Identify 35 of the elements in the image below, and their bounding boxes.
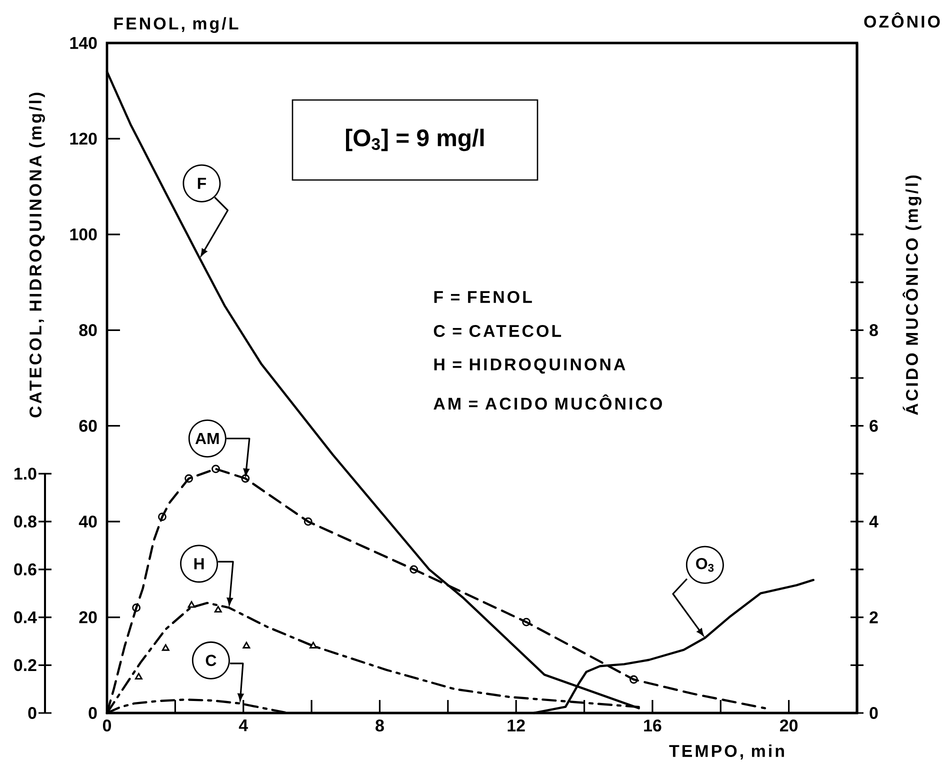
y2-tick-label: 4 (869, 516, 878, 528)
y-axis-title: FENOL, mg/L (114, 17, 238, 33)
y3-tick-label: 0.8 (14, 516, 36, 528)
x-tick-label: 0 (102, 720, 112, 732)
x-tick-label: 12 (508, 720, 525, 732)
y-tick-label: 80 (79, 324, 97, 336)
y2-tick-label: 8 (870, 324, 878, 336)
x-tick-label: 20 (780, 720, 798, 732)
y-tick-label: 40 (78, 516, 97, 528)
y-tick-label: 100 (70, 228, 97, 240)
x-axis-title: TEMPO, min (669, 744, 784, 760)
y3-tick-label: 0.2 (14, 659, 36, 672)
x-tick-label: 8 (376, 720, 384, 732)
annotation: F = FENOL (434, 290, 532, 303)
annotation: AM = ACIDO MUCÔNICO (434, 394, 662, 410)
y3-tick-label: 0 (28, 707, 36, 719)
y2-tick-label: 6 (870, 420, 878, 432)
x-tick-label: 16 (644, 720, 662, 732)
y3-tick-label: 0.6 (14, 563, 36, 576)
y2-axis-title: ÁCIDO MUCÔNICO (mg/l) (902, 175, 922, 415)
y-tick-label: 0 (88, 707, 97, 719)
text: OZÔNIO (864, 12, 940, 28)
y-tick-label: 20 (79, 611, 97, 624)
y-tick-label: 120 (70, 132, 97, 145)
y3-tick-label: 1.0 (14, 468, 36, 480)
y-tick-label: 140 (70, 36, 97, 49)
y3-tick-label: 0.4 (14, 611, 37, 624)
annotation: [O$_{3}$] = 9 mg/l (346, 128, 484, 152)
annotation: H = HIDROQUINONA (434, 358, 626, 374)
y3-axis-title: CATECOL, HIDROQUINONA (mg/l) (29, 92, 45, 418)
y2-tick-label: 2 (870, 611, 878, 624)
y2-tick-label: 0 (870, 707, 878, 719)
y-tick-label: 60 (79, 420, 97, 432)
annotation: C = CATECOL (434, 324, 562, 337)
x-tick-label: 4 (238, 720, 248, 732)
